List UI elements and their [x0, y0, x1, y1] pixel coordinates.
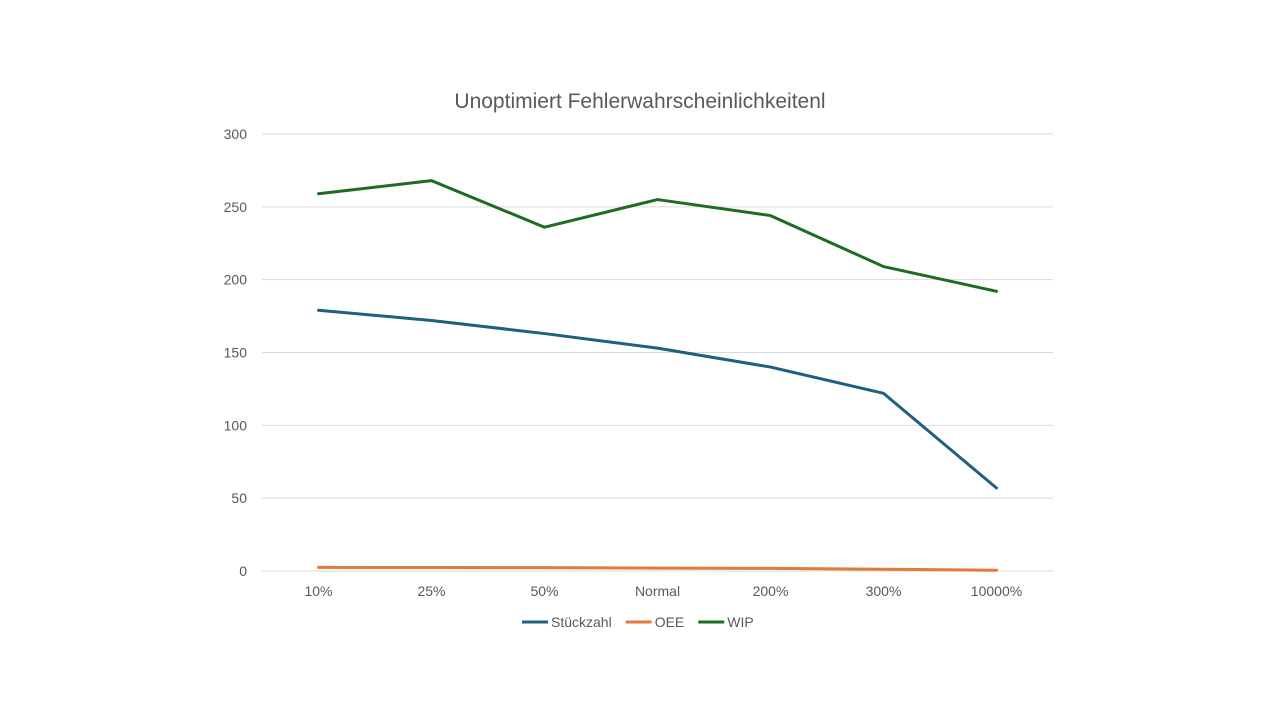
- y-tick-label: 200: [224, 272, 248, 288]
- legend: Stückzahl OEE WIP: [522, 614, 754, 630]
- x-tick-label: Normal: [635, 583, 680, 599]
- x-axis-tick-labels: 10% 25% 50% Normal 200% 300% 10000%: [304, 583, 1022, 599]
- x-tick-label: 25%: [417, 583, 445, 599]
- y-tick-label: 250: [224, 199, 248, 215]
- y-tick-label: 100: [224, 417, 248, 433]
- series-line-wip: [317, 179, 998, 293]
- y-axis-tick-labels: 0 50 100 150 200 250 300: [224, 126, 248, 579]
- series-line-oee: [317, 565, 998, 572]
- y-tick-label: 150: [224, 345, 248, 361]
- x-tick-label: 50%: [530, 583, 558, 599]
- legend-label: OEE: [655, 614, 685, 630]
- chart-title: Unoptimiert Fehlerwahrscheinlichkeitenl: [454, 90, 825, 113]
- legend-label: WIP: [727, 614, 753, 630]
- legend-label: Stückzahl: [551, 614, 612, 630]
- y-tick-label: 0: [239, 563, 247, 579]
- series-lines: [317, 179, 998, 572]
- x-tick-label: 200%: [753, 583, 789, 599]
- x-tick-label: 10%: [304, 583, 332, 599]
- x-tick-label: 10000%: [971, 583, 1022, 599]
- gridlines: [262, 133, 1053, 572]
- series-line-stückzahl: [317, 308, 998, 490]
- x-tick-label: 300%: [866, 583, 902, 599]
- y-tick-label: 50: [231, 490, 247, 506]
- y-tick-label: 300: [224, 126, 248, 142]
